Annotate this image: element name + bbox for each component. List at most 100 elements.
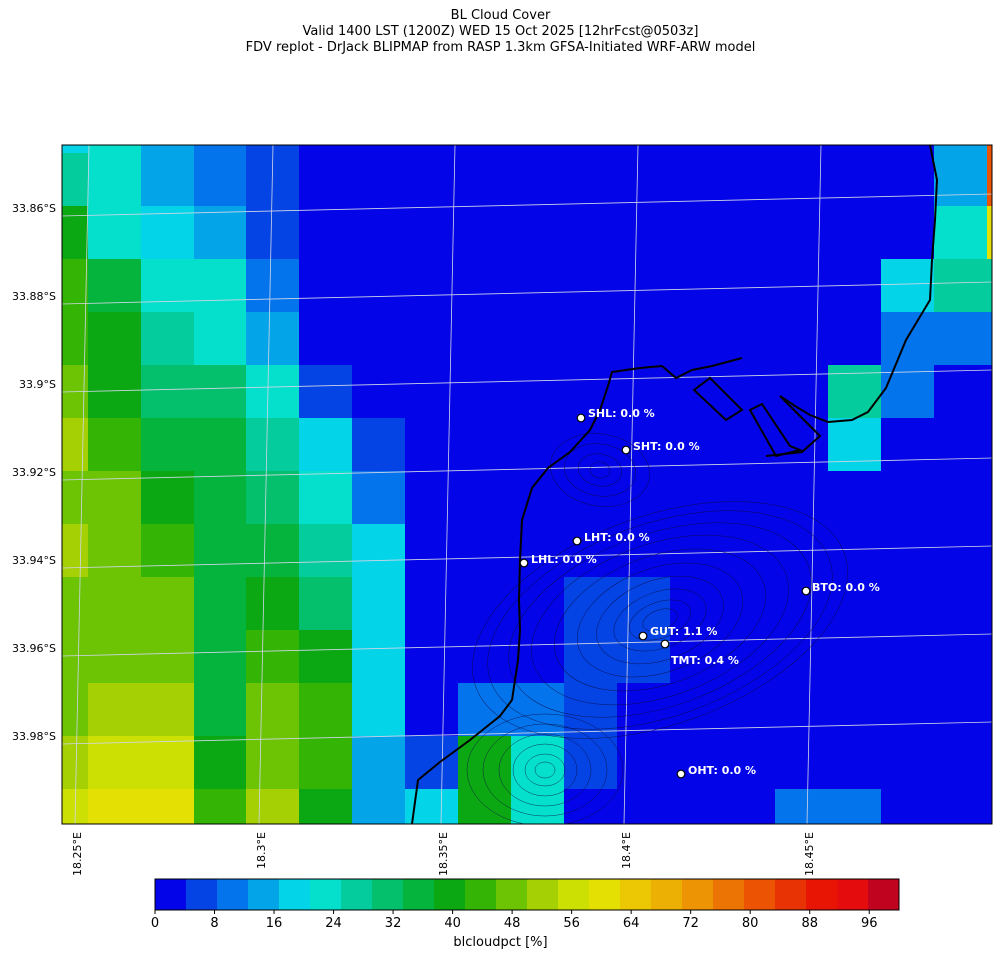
- grid-cell: [617, 789, 671, 824]
- grid-cell: [352, 153, 406, 207]
- colorbar-swatch: [775, 879, 807, 910]
- grid-cell: [141, 577, 195, 631]
- station-marker: [676, 769, 686, 779]
- grid-cell: [987, 524, 992, 578]
- grid-cell: [299, 524, 353, 578]
- grid-cell: [670, 471, 723, 525]
- grid-cell: [881, 418, 935, 472]
- station-label: GUT: 1.1 %: [650, 625, 717, 638]
- colorbar-swatch: [434, 879, 466, 910]
- grid-cell: [511, 259, 565, 313]
- grid-cell: [194, 259, 247, 313]
- grid-cell: [670, 312, 723, 366]
- colorbar: [154, 878, 900, 914]
- grid-cell: [88, 418, 142, 472]
- grid-cell: [881, 524, 935, 578]
- grid-cell: [617, 365, 671, 419]
- latitude-gridline: [62, 457, 992, 481]
- latitude-gridline: [62, 281, 992, 305]
- station-marker: [576, 413, 586, 423]
- grid-cell: [458, 259, 512, 313]
- map-valid-time: Valid 1400 LST (1200Z) WED 15 Oct 2025 […: [302, 24, 699, 39]
- grid-cell: [299, 683, 353, 737]
- grid-cell: [458, 630, 512, 684]
- grid-cell: [405, 630, 459, 684]
- grid-cell: [828, 471, 882, 525]
- station-label: OHT: 0.0 %: [688, 764, 756, 777]
- grid-cell: [246, 789, 300, 824]
- grid-cell: [722, 577, 776, 631]
- longitude-label: 18.45°E: [803, 832, 816, 876]
- grid-cell: [352, 418, 406, 472]
- grid-cell: [88, 736, 142, 790]
- grid-cell: [246, 418, 300, 472]
- grid-cell: [299, 736, 353, 790]
- grid-cell: [352, 630, 406, 684]
- colorbar-swatch: [310, 879, 342, 910]
- grid-cell: [405, 418, 459, 472]
- grid-cell: [62, 630, 89, 684]
- grid-cell: [828, 524, 882, 578]
- colorbar-swatch: [589, 879, 621, 910]
- longitude-gridline: [440, 145, 456, 824]
- grid-cell: [987, 418, 992, 472]
- grid-cell: [987, 577, 992, 631]
- grid-cell: [88, 524, 142, 578]
- colorbar-swatch: [620, 879, 652, 910]
- grid-cell: [88, 312, 142, 366]
- grid-cell: [511, 736, 565, 790]
- contour-line: [589, 461, 611, 479]
- grid-cell: [670, 736, 723, 790]
- colorbar-swatch: [248, 879, 280, 910]
- station-marker: [660, 639, 670, 649]
- grid-cell: [352, 312, 406, 366]
- grid-cell: [458, 524, 512, 578]
- grid-cell: [141, 789, 195, 824]
- grid-cell: [352, 789, 406, 824]
- station-marker: [572, 536, 582, 546]
- grid-cell: [722, 259, 776, 313]
- grid-cell: [564, 153, 618, 207]
- grid-cell: [881, 259, 935, 313]
- grid-cell: [141, 683, 195, 737]
- longitude-labels: 18.25°E 18.3°E 18.35°E 18.4°E 18.45°E: [71, 832, 816, 876]
- station-label: LHL: 0.0 %: [531, 553, 597, 566]
- grid-cell: [299, 259, 353, 313]
- grid-cell: [511, 418, 565, 472]
- colorbar-tick-label: 24: [325, 916, 342, 931]
- grid-cell: [564, 524, 618, 578]
- colorbar-tick-label: 40: [444, 916, 461, 931]
- grid-cell: [987, 312, 992, 366]
- grid-cell: [828, 145, 882, 154]
- grid-cell: [352, 577, 406, 631]
- colorbar-swatch: [868, 879, 900, 910]
- colorbar-swatch: [682, 879, 714, 910]
- grid-cell: [194, 145, 247, 154]
- grid-cell: [458, 312, 512, 366]
- grid-cell: [141, 630, 195, 684]
- grid-cell: [564, 630, 618, 684]
- colorbar-tick-label: 72: [682, 916, 699, 931]
- contour-line: [466, 713, 624, 824]
- colorbar-swatch: [713, 879, 745, 910]
- grid-cell: [141, 471, 195, 525]
- grid-cell: [934, 789, 988, 824]
- contour-line: [512, 743, 578, 797]
- grid-cell: [194, 736, 247, 790]
- contour-line: [554, 548, 766, 692]
- grid-cell: [352, 259, 406, 313]
- grid-cell: [62, 145, 89, 154]
- grid-cell: [194, 365, 247, 419]
- terrain-contours: [466, 433, 848, 824]
- grid-cell: [458, 471, 512, 525]
- grid-cell: [511, 206, 565, 260]
- grid-cell: [670, 524, 723, 578]
- grid-cell: [246, 577, 300, 631]
- grid-cell: [62, 683, 89, 737]
- latitude-label: 33.86°S: [12, 202, 56, 215]
- contour-line: [577, 453, 623, 487]
- grid-cell: [934, 418, 988, 472]
- colorbar-tick-label: 80: [741, 916, 759, 931]
- station-label: TMT: 0.4 %: [671, 654, 739, 667]
- contour-line: [472, 501, 848, 739]
